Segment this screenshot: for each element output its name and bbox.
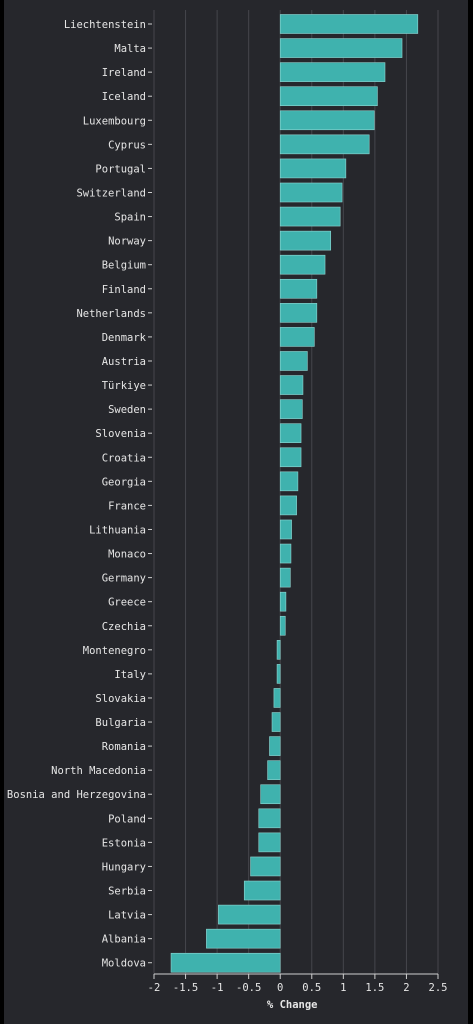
category-label: Moldova [102, 958, 146, 970]
bar [260, 784, 281, 805]
category-label: Austria [102, 356, 146, 368]
bar [279, 134, 370, 155]
bar [276, 664, 281, 684]
x-tick-label: 0.5 [302, 982, 321, 994]
bar [279, 375, 304, 395]
bar [206, 928, 281, 949]
category-label: Hungary [102, 861, 146, 873]
bar [279, 110, 375, 131]
category-label: Ireland [102, 67, 146, 79]
bar [243, 880, 281, 901]
category-label: Iceland [102, 91, 146, 103]
category-label: Sweden [108, 404, 146, 416]
bar [279, 567, 291, 588]
category-label: Liechtenstein [64, 19, 146, 31]
category-label: Bosnia and Herzegovina [7, 789, 146, 801]
category-label: Latvia [108, 910, 146, 922]
category-label: Croatia [102, 452, 146, 464]
category-label: Czechia [102, 621, 146, 633]
category-label: Monaco [108, 549, 146, 561]
category-label: Netherlands [76, 308, 146, 320]
bar [279, 615, 286, 636]
category-label: Georgia [102, 476, 146, 488]
bar [271, 712, 281, 732]
bar-chart: Liechtenstein Malta Ireland Iceland Luxembou… [7, 10, 448, 1011]
bar [258, 832, 281, 853]
category-label: Lithuania [89, 524, 146, 536]
bar [279, 471, 299, 492]
x-tick-label: 1.5 [365, 982, 384, 994]
category-label: Luxembourg [83, 115, 146, 127]
chart-panel: Liechtenstein Malta Ireland Iceland Luxembou… [4, 0, 468, 1024]
category-label: Portugal [95, 163, 146, 175]
category-label: Malta [114, 43, 146, 55]
bar [250, 856, 281, 877]
bar [218, 904, 281, 925]
bar [279, 591, 287, 612]
bar [279, 206, 341, 227]
bar [170, 952, 281, 973]
x-tick-label: -0.5 [236, 982, 261, 994]
x-tick-label: -1 [211, 982, 224, 994]
bar [273, 688, 281, 708]
x-tick-label: -2 [148, 982, 161, 994]
category-label: Estonia [102, 837, 146, 849]
x-axis-title: % Change [267, 999, 318, 1011]
bar [279, 303, 318, 323]
bar [279, 519, 292, 540]
bar [279, 447, 302, 468]
category-label: Denmark [102, 332, 147, 344]
bar [279, 230, 332, 251]
bar [276, 640, 281, 660]
category-label: Türkiye [102, 380, 146, 392]
grid-lines [153, 10, 439, 974]
bar [279, 158, 347, 179]
bar [279, 495, 297, 516]
category-label: Romania [102, 741, 146, 753]
bar [267, 760, 281, 780]
category-label: Montenegro [83, 645, 146, 657]
category-label: France [108, 500, 146, 512]
bar [269, 736, 281, 756]
bar [279, 423, 302, 443]
bar [279, 278, 318, 299]
category-label: Albania [102, 934, 146, 946]
category-label: Switzerland [76, 187, 146, 199]
category-label: Slovenia [95, 428, 146, 440]
category-label: Finland [102, 284, 146, 296]
category-label: Germany [102, 573, 146, 585]
bar [279, 38, 403, 58]
bar [279, 14, 419, 34]
category-label: Norway [108, 236, 146, 248]
category-label: North Macedonia [51, 765, 146, 777]
x-tick-label: 0 [277, 982, 283, 994]
bar [279, 86, 378, 107]
category-label: Cyprus [108, 139, 146, 151]
x-tick-label: 2 [403, 982, 409, 994]
bar [258, 808, 281, 829]
category-label: Italy [114, 669, 146, 681]
x-tick-label: 2.5 [429, 982, 448, 994]
bars [170, 14, 419, 973]
bar [279, 62, 386, 82]
bar [279, 254, 326, 275]
y-axis-labels: Liechtenstein Malta Ireland Iceland Luxembou… [7, 19, 152, 970]
category-label: Bulgaria [95, 717, 146, 729]
bar [279, 399, 303, 419]
bar [279, 543, 292, 564]
category-label: Slovakia [95, 693, 146, 705]
bar [279, 327, 315, 347]
category-label: Poland [108, 813, 146, 825]
x-tick-label: -1.5 [173, 982, 198, 994]
category-label: Spain [114, 212, 146, 224]
category-label: Belgium [102, 260, 146, 272]
category-label: Greece [108, 597, 146, 609]
x-tick-label: 1 [340, 982, 346, 994]
bar [279, 182, 343, 203]
bar [279, 351, 308, 371]
x-axis: -2 -1.5 -1 -0.5 0 0.5 1 1.5 2 2.5 [148, 973, 448, 994]
category-label: Serbia [108, 886, 146, 898]
